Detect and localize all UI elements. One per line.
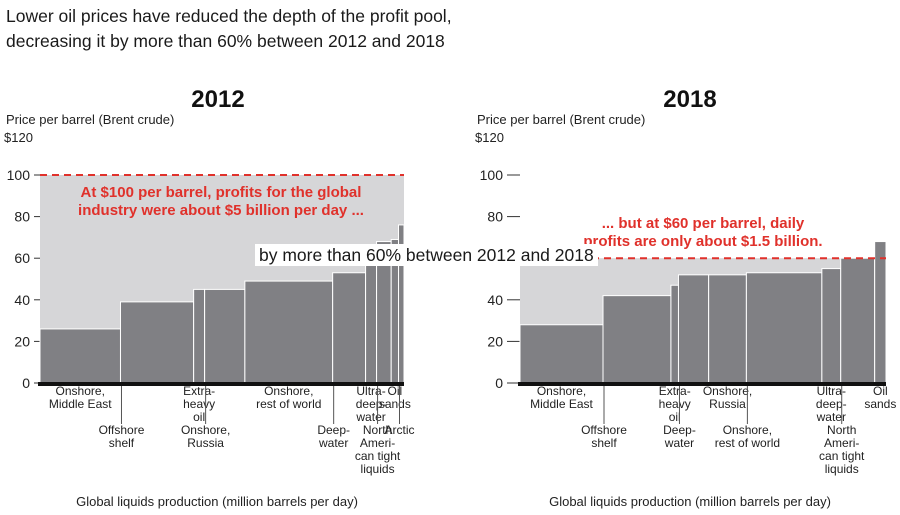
category-label: water <box>816 410 846 424</box>
category-label: Onshore, <box>181 423 230 437</box>
chart-panel-2012: 2012 Price per barrel (Brent crude) $120 0 2… <box>4 86 415 509</box>
category-label: water <box>664 436 694 450</box>
y-axis-unit-label: $120 <box>475 130 504 145</box>
category-label: oil <box>669 410 681 424</box>
y-axis-label: Price per barrel (Brent crude) <box>477 112 645 127</box>
bar <box>708 274 747 384</box>
bar <box>874 241 887 384</box>
bar <box>677 274 710 384</box>
price-annotation: profits are only about $1.5 billion. <box>583 233 822 250</box>
category-label: Extra- <box>659 384 691 398</box>
category-label: Ultra- <box>356 384 385 398</box>
category-label: North <box>363 423 392 437</box>
category-label: heavy <box>659 397 691 411</box>
bar <box>119 301 195 384</box>
bar <box>244 280 334 384</box>
category-label: rest of world <box>715 436 780 450</box>
bar <box>840 257 876 384</box>
category-label: Oil <box>873 384 888 398</box>
bar <box>821 268 842 384</box>
category-label: North <box>827 423 856 437</box>
x-axis-label: Global liquids production (million barre… <box>76 494 358 509</box>
category-label: liquids <box>361 462 395 476</box>
category-label: can tight <box>819 449 865 463</box>
headline: Lower oil prices have reduced the depth … <box>6 4 452 54</box>
category-label: Oil <box>388 384 403 398</box>
chart-title: 2012 <box>191 86 244 113</box>
category-label: Onshore, <box>264 384 313 398</box>
chart-title: 2018 <box>663 86 716 113</box>
y-tick-label: 40 <box>487 292 503 308</box>
y-tick-label: 80 <box>14 209 30 225</box>
y-tick-label: 0 <box>22 375 30 391</box>
category-label: Arctic <box>385 423 415 437</box>
bar <box>602 295 672 384</box>
bar <box>332 272 367 384</box>
category-label: Middle East <box>530 397 593 411</box>
category-label: deep- <box>816 397 847 411</box>
y-tick-label: 60 <box>14 250 30 266</box>
chart-panel-2018: 2018 Price per barrel (Brent crude) $120 0 2… <box>475 86 896 509</box>
category-label: rest of world <box>256 397 321 411</box>
y-tick-label: 80 <box>487 209 503 225</box>
category-label: shelf <box>109 436 135 450</box>
category-label: Russia <box>187 436 224 450</box>
price-annotation: ... but at $60 per barrel, daily <box>602 215 805 232</box>
overlay-caption: by more than 60% between 2012 and 2018 <box>255 244 598 266</box>
category-label: can tight <box>355 449 401 463</box>
category-label: Onshore, <box>703 384 752 398</box>
y-tick-label: 100 <box>480 167 504 183</box>
category-label: Ameri- <box>360 436 395 450</box>
y-tick-label: 20 <box>14 333 30 349</box>
category-label: Deep- <box>317 423 350 437</box>
category-label: liquids <box>825 462 859 476</box>
category-label: Onshore, <box>56 384 105 398</box>
category-label: Offshore <box>581 423 627 437</box>
bar <box>39 328 121 384</box>
category-label: Extra- <box>183 384 215 398</box>
category-label: Middle East <box>49 397 112 411</box>
y-tick-label: 0 <box>495 375 503 391</box>
category-label: Onshore, <box>537 384 586 398</box>
y-axis-unit-label: $120 <box>4 130 33 145</box>
y-tick-label: 20 <box>487 333 503 349</box>
category-label: oil <box>193 410 205 424</box>
category-label: sands <box>379 397 411 411</box>
category-label: shelf <box>591 436 617 450</box>
bar <box>204 288 246 384</box>
category-label: Ameri- <box>824 436 859 450</box>
category-label: sands <box>864 397 896 411</box>
above-price-area <box>520 155 886 259</box>
category-label: Russia <box>709 397 746 411</box>
category-label: water <box>355 410 385 424</box>
headline-line-2: decreasing it by more than 60% between 2… <box>6 31 445 51</box>
bar <box>670 284 679 384</box>
category-label: Onshore, <box>723 423 772 437</box>
category-label: Deep- <box>663 423 696 437</box>
price-annotation: At $100 per barrel, profits for the glob… <box>81 184 362 201</box>
price-annotation: industry were about $5 billion per day .… <box>78 202 364 219</box>
headline-line-1: Lower oil prices have reduced the depth … <box>6 6 452 26</box>
y-axis-label: Price per barrel (Brent crude) <box>6 112 174 127</box>
bar <box>365 263 378 384</box>
category-label: water <box>318 436 348 450</box>
y-tick-label: 100 <box>7 167 31 183</box>
bar <box>745 272 823 384</box>
category-label: Offshore <box>99 423 145 437</box>
category-label: deep- <box>356 397 387 411</box>
bar <box>519 324 604 384</box>
bar <box>193 288 206 384</box>
above-price-area <box>40 155 404 175</box>
category-label: heavy <box>183 397 215 411</box>
y-tick-label: 40 <box>14 292 30 308</box>
category-label: Ultra- <box>817 384 846 398</box>
x-axis-label: Global liquids production (million barre… <box>549 494 831 509</box>
